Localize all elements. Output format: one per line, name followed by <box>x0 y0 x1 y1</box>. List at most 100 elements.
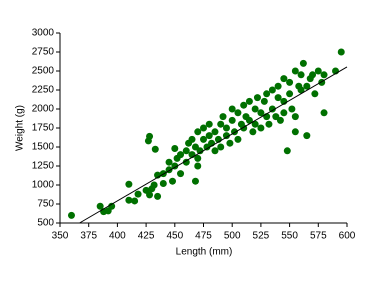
point <box>222 132 230 140</box>
point <box>286 90 294 98</box>
point <box>265 120 273 128</box>
point <box>276 116 284 124</box>
point <box>283 147 291 155</box>
x-tick-label: 500 <box>224 231 241 242</box>
point <box>299 59 307 67</box>
point <box>200 135 207 143</box>
x-tick-label: 450 <box>166 231 183 242</box>
point <box>154 192 162 200</box>
x-axis-label: Length (mm) <box>176 247 233 258</box>
point <box>67 211 75 219</box>
y-tick-label: 1000 <box>32 180 55 191</box>
point <box>165 158 173 166</box>
point <box>177 170 185 178</box>
y-tick-label: 1750 <box>32 123 55 134</box>
y-tick-label: 1250 <box>32 161 55 172</box>
point <box>309 71 317 79</box>
point <box>268 105 276 113</box>
point <box>125 180 133 188</box>
y-tick-label: 1500 <box>32 142 55 153</box>
point <box>200 124 207 132</box>
y-tick-label: 3000 <box>32 28 55 39</box>
point <box>251 120 259 128</box>
x-tick-label: 425 <box>138 231 155 242</box>
point <box>257 124 265 132</box>
point <box>234 135 242 143</box>
point <box>249 128 257 136</box>
point <box>274 82 282 90</box>
point <box>96 202 104 210</box>
x-tick-label: 350 <box>52 231 69 242</box>
y-tick-label: 2750 <box>32 47 55 58</box>
y-tick-label: 2250 <box>32 85 55 96</box>
point <box>191 143 199 151</box>
point <box>320 109 328 117</box>
point <box>272 113 280 121</box>
y-tick-label: 2000 <box>32 104 55 115</box>
point <box>217 120 225 128</box>
point <box>159 179 167 187</box>
point <box>228 116 236 124</box>
point <box>182 147 190 155</box>
x-tick-label: 525 <box>253 231 270 242</box>
point <box>280 109 288 117</box>
point <box>263 90 271 98</box>
y-axis-label: Weight (g) <box>15 105 26 151</box>
x-tick-label: 550 <box>281 231 298 242</box>
point <box>288 105 296 113</box>
point <box>245 116 253 124</box>
x-tick-label: 600 <box>339 231 356 242</box>
point <box>196 147 204 155</box>
point <box>337 48 345 56</box>
point <box>297 86 305 94</box>
point <box>203 143 211 151</box>
point <box>151 145 159 153</box>
point <box>150 181 158 189</box>
point <box>291 113 299 121</box>
point <box>134 190 142 198</box>
point <box>108 202 116 210</box>
point <box>146 132 154 140</box>
point <box>194 154 202 162</box>
point <box>291 67 299 75</box>
point <box>131 197 139 205</box>
point <box>171 145 179 153</box>
point <box>311 90 319 98</box>
point <box>260 97 268 105</box>
point <box>268 86 276 94</box>
point <box>303 82 311 90</box>
point <box>211 128 219 136</box>
point <box>303 132 311 140</box>
point <box>182 158 190 166</box>
x-tick-label: 400 <box>109 231 126 242</box>
point <box>125 196 133 204</box>
y-tick-label: 2500 <box>32 66 55 77</box>
x-tick-label: 475 <box>195 231 212 242</box>
point <box>314 67 322 75</box>
point <box>211 147 219 155</box>
point <box>191 177 199 185</box>
point <box>188 135 196 143</box>
point <box>280 75 288 83</box>
point <box>171 162 179 170</box>
point <box>253 94 261 102</box>
y-tick-label: 500 <box>37 218 54 229</box>
point <box>194 128 202 136</box>
point <box>177 151 185 159</box>
point <box>146 191 154 199</box>
point <box>205 132 213 140</box>
point <box>291 128 299 136</box>
point <box>274 94 282 102</box>
point <box>257 109 265 117</box>
point <box>219 113 227 121</box>
x-tick-label: 575 <box>310 231 327 242</box>
point <box>222 124 230 132</box>
y-tick-label: 750 <box>37 199 54 210</box>
point <box>194 162 202 170</box>
point <box>286 78 294 86</box>
point <box>205 120 213 128</box>
trend-line <box>79 66 348 224</box>
point <box>228 105 236 113</box>
point <box>297 71 305 79</box>
